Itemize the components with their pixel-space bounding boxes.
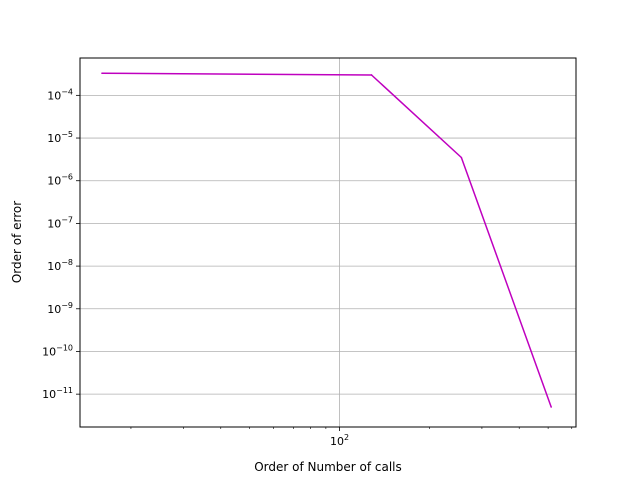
y-tick-label: 10−6 xyxy=(47,173,73,188)
tick-layer: 10−4 10−5 10−6 10−7 10−8 10−9 10−10 10−11 102 xyxy=(42,87,573,448)
y-axis-label: Order of error xyxy=(10,201,24,283)
data-point xyxy=(101,72,103,75)
y-tick-label: 10−11 xyxy=(42,386,73,401)
y-tick-label: 10−10 xyxy=(42,343,73,358)
series-line xyxy=(102,72,552,408)
y-tick-label: 10−9 xyxy=(47,301,73,316)
y-tick-label: 10−4 xyxy=(47,87,73,102)
series-layer xyxy=(101,72,552,408)
y-tick-label: 10−7 xyxy=(47,215,73,230)
data-point xyxy=(370,74,373,76)
plot-frame xyxy=(79,57,577,428)
data-point xyxy=(460,156,463,159)
grid-layer xyxy=(80,58,576,427)
data-point xyxy=(550,406,552,408)
y-tick-label: 10−8 xyxy=(47,258,73,273)
x-axis-label: Order of Number of calls xyxy=(254,460,402,474)
y-tick-label: 10−5 xyxy=(47,130,73,145)
x-tick-label: 102 xyxy=(330,433,349,448)
